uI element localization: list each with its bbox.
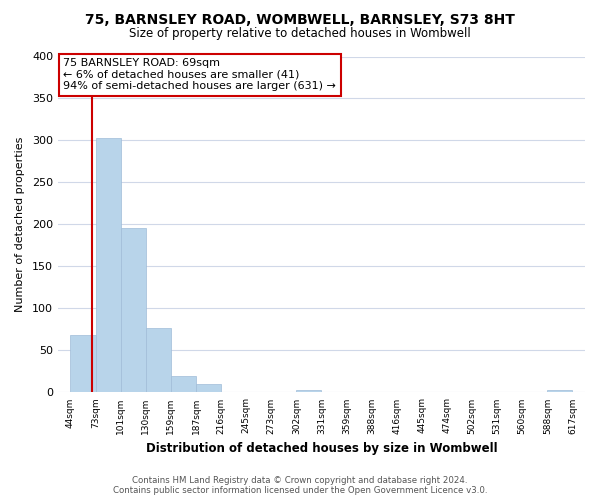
Bar (146, 328, 171, 392)
Bar (70, 336, 95, 392)
Text: 75 BARNSLEY ROAD: 69sqm
← 6% of detached houses are smaller (41)
94% of semi-det: 75 BARNSLEY ROAD: 69sqm ← 6% of detached… (63, 58, 336, 92)
Bar (547, 390, 572, 392)
Bar (95, 138, 121, 392)
Bar (196, 384, 221, 392)
X-axis label: Distribution of detached houses by size in Wombwell: Distribution of detached houses by size … (146, 442, 497, 455)
Text: Size of property relative to detached houses in Wombwell: Size of property relative to detached ho… (129, 28, 471, 40)
Text: Contains HM Land Registry data © Crown copyright and database right 2024.
Contai: Contains HM Land Registry data © Crown c… (113, 476, 487, 495)
Y-axis label: Number of detached properties: Number of detached properties (15, 137, 25, 312)
Bar (296, 390, 322, 392)
Bar (171, 376, 196, 392)
Text: 75, BARNSLEY ROAD, WOMBWELL, BARNSLEY, S73 8HT: 75, BARNSLEY ROAD, WOMBWELL, BARNSLEY, S… (85, 12, 515, 26)
Bar (121, 228, 146, 392)
